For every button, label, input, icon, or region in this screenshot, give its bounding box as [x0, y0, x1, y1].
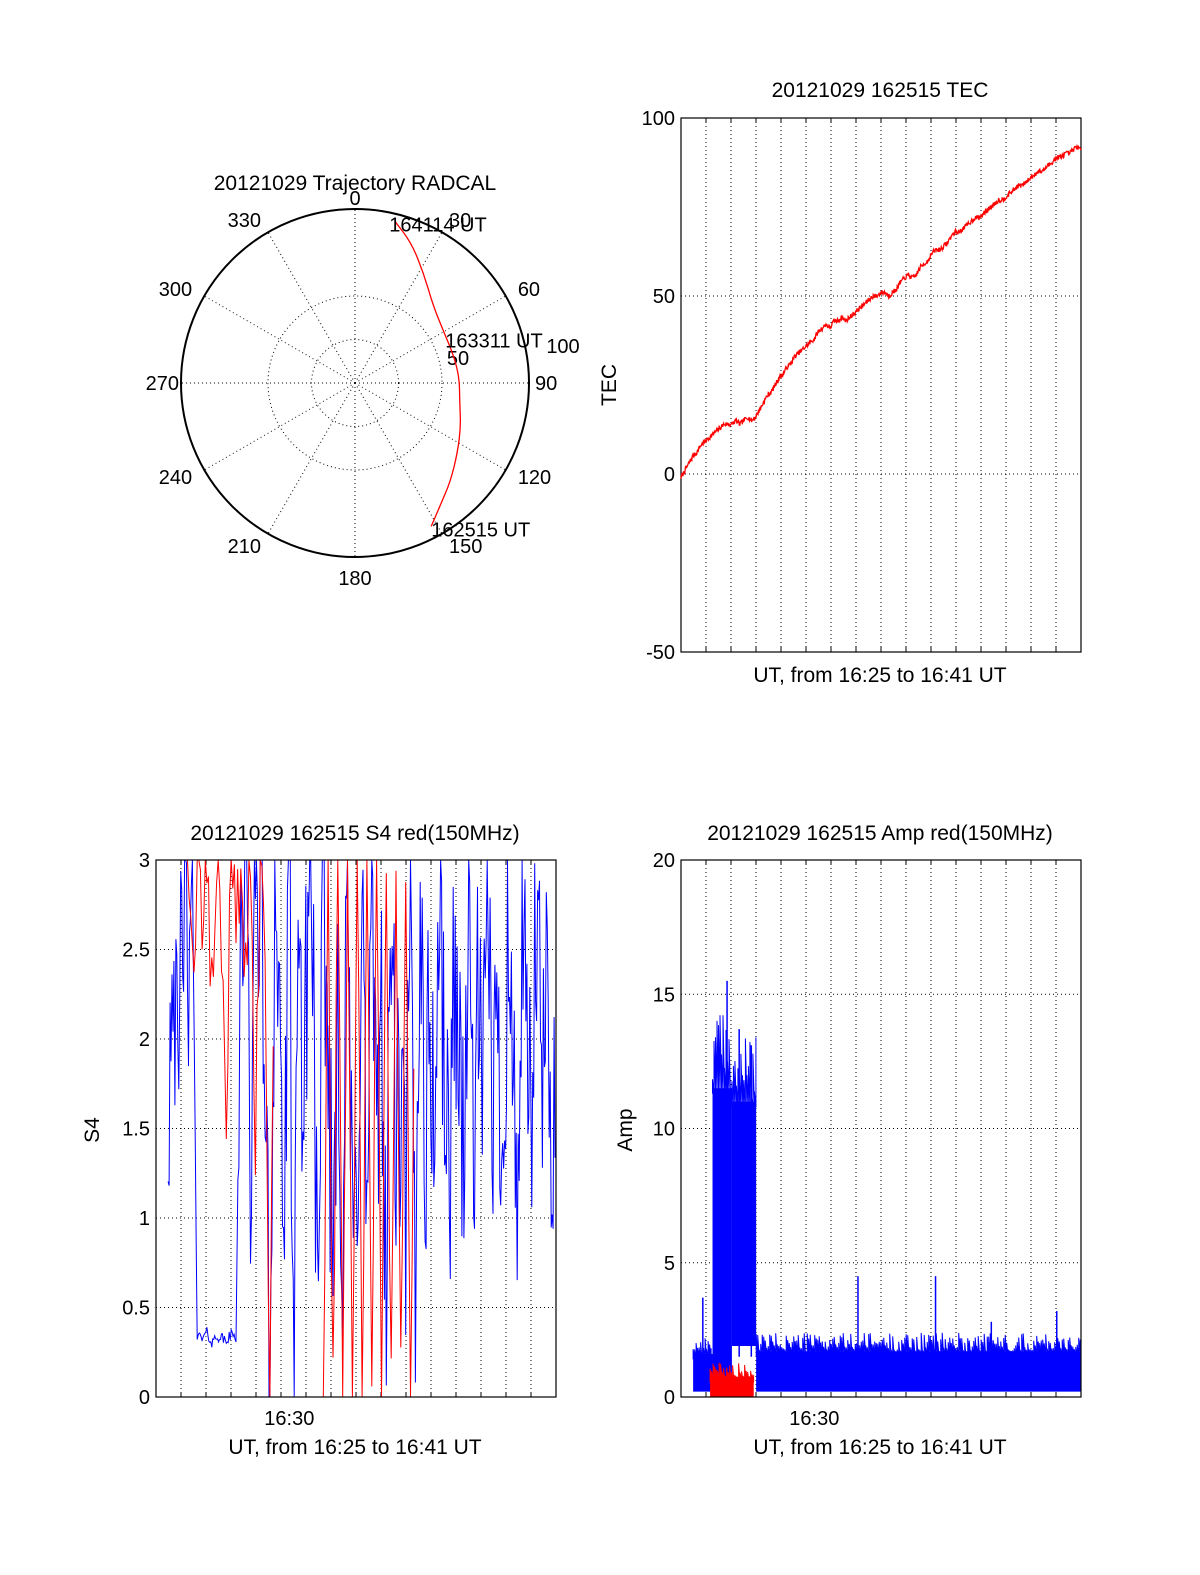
polar-grid-circle [267, 295, 443, 471]
polar-grid-spoke [204, 382, 356, 471]
amp-title: 20121029 162515 Amp red(150MHz) [707, 822, 1053, 845]
polar-radial-label: 100 [546, 336, 579, 358]
s4-red-series [187, 859, 274, 1398]
amp-plot-frame [680, 859, 1082, 1398]
tec-plot-frame [680, 117, 1082, 653]
polar-angle-label: 210 [228, 536, 261, 558]
polar-angle-label: 30 [449, 210, 471, 232]
amp-blue-band [693, 1354, 713, 1392]
amp-y-tick-labels: 20 15 10 5 0 [653, 850, 675, 1409]
amp-series [692, 980, 1081, 1397]
s4-x-label: UT, from 16:25 to 16:41 UT [228, 1436, 481, 1459]
polar-grid [181, 209, 529, 557]
polar-angle-label: 150 [449, 536, 482, 558]
amp-x-label: UT, from 16:25 to 16:41 UT [753, 1436, 1006, 1459]
tec-y-tick-labels: 100 50 0 -50 [642, 108, 675, 664]
polar-grid-spoke [354, 232, 443, 384]
polar-grid-spoke [354, 295, 506, 384]
y-tick-label: 0 [139, 1387, 150, 1409]
polar-grid-spoke [267, 232, 356, 384]
amp-red-spikes [709, 1362, 755, 1383]
x-tick-label: 16:30 [264, 1408, 314, 1430]
polar-trajectory-panel: 20121029 Trajectory RADCAL 0 30 60 90 120 150… [146, 172, 580, 590]
x-tick-label: 16:30 [789, 1408, 839, 1430]
amp-blue-band [712, 1088, 732, 1389]
y-tick-label: 0 [664, 1387, 675, 1409]
polar-angle-label: 120 [518, 467, 551, 489]
polar-title: 20121029 Trajectory RADCAL [214, 172, 497, 195]
s4-series [167, 859, 556, 1398]
polar-grid-spoke [204, 295, 356, 384]
y-tick-label: 15 [653, 984, 675, 1006]
polar-angle-label: 180 [338, 568, 371, 590]
y-tick-label: 0 [664, 464, 675, 486]
trajectory-time-label: 162515 UT [431, 519, 530, 541]
amp-blue-band [731, 1101, 757, 1346]
y-tick-label: 0.5 [122, 1298, 150, 1320]
s4-red-series [322, 859, 415, 1398]
y-tick-label: -50 [646, 642, 675, 664]
polar-angle-label: 90 [535, 373, 557, 395]
y-tick-label: 2.5 [122, 940, 150, 962]
y-tick-label: 5 [664, 1253, 675, 1275]
tec-grid [681, 118, 1081, 652]
trajectory-time-label: 163311 UT [445, 331, 542, 353]
polar-angle-label: 330 [228, 210, 261, 232]
trajectory-line [394, 221, 462, 527]
amp-blue-spikes [731, 1037, 757, 1108]
polar-angle-label: 240 [159, 467, 192, 489]
tec-y-label: TEC [598, 364, 621, 406]
polar-grid-circle [311, 339, 399, 427]
polar-grid-spoke [267, 382, 356, 534]
s4-blue-series [167, 859, 556, 1398]
y-tick-label: 3 [139, 850, 150, 872]
polar-angle-label: 0 [349, 188, 360, 210]
amp-blue-band [756, 1351, 1081, 1392]
polar-angle-label: 60 [518, 279, 540, 301]
s4-plot-frame [155, 859, 557, 1398]
s4-panel: 20121029 162515 S4 red(150MHz) 3 2.5 2 1.5 1… [81, 822, 557, 1459]
amp-blue-spikes [755, 1332, 1081, 1357]
polar-grid-spoke [354, 382, 506, 471]
y-tick-label: 20 [653, 850, 675, 872]
trajectory-time-label: 164114 UT [389, 215, 486, 237]
y-tick-label: 1 [139, 1208, 150, 1230]
polar-angle-label: 300 [159, 279, 192, 301]
y-tick-label: 50 [653, 286, 675, 308]
polar-angle-labels: 0 30 60 90 120 150 180 210 240 270 300 330 [146, 188, 558, 590]
amp-panel: 20121029 162515 Amp red(150MHz) 20 15 10 5 0… [614, 822, 1082, 1459]
y-tick-label: 1.5 [122, 1119, 150, 1141]
tec-series-line [680, 143, 1082, 479]
s4-y-label: S4 [81, 1117, 104, 1143]
amp-x-tick-labels: 16:30 [789, 1408, 839, 1430]
s4-y-tick-labels: 3 2.5 2 1.5 1 0.5 0 [122, 850, 150, 1409]
s4-x-tick-labels: 16:30 [264, 1408, 314, 1430]
tec-x-label: UT, from 16:25 to 16:41 UT [753, 664, 1006, 687]
amp-y-label: Amp [614, 1108, 637, 1151]
s4-title: 20121029 162515 S4 red(150MHz) [190, 822, 519, 845]
polar-angle-label: 270 [146, 373, 179, 395]
tec-panel: 20121029 162515 TEC 100 50 0 -50 TEC UT, fr… [598, 79, 1082, 687]
y-tick-label: 100 [642, 108, 675, 130]
trajectory-time-labels: 164114 UT 163311 UT 162515 UT [389, 215, 542, 542]
y-tick-label: 2 [139, 1029, 150, 1051]
polar-grid-spoke [354, 382, 443, 534]
y-tick-label: 10 [653, 1119, 675, 1141]
tec-title: 20121029 162515 TEC [772, 79, 989, 102]
polar-outer-circle [180, 208, 530, 558]
